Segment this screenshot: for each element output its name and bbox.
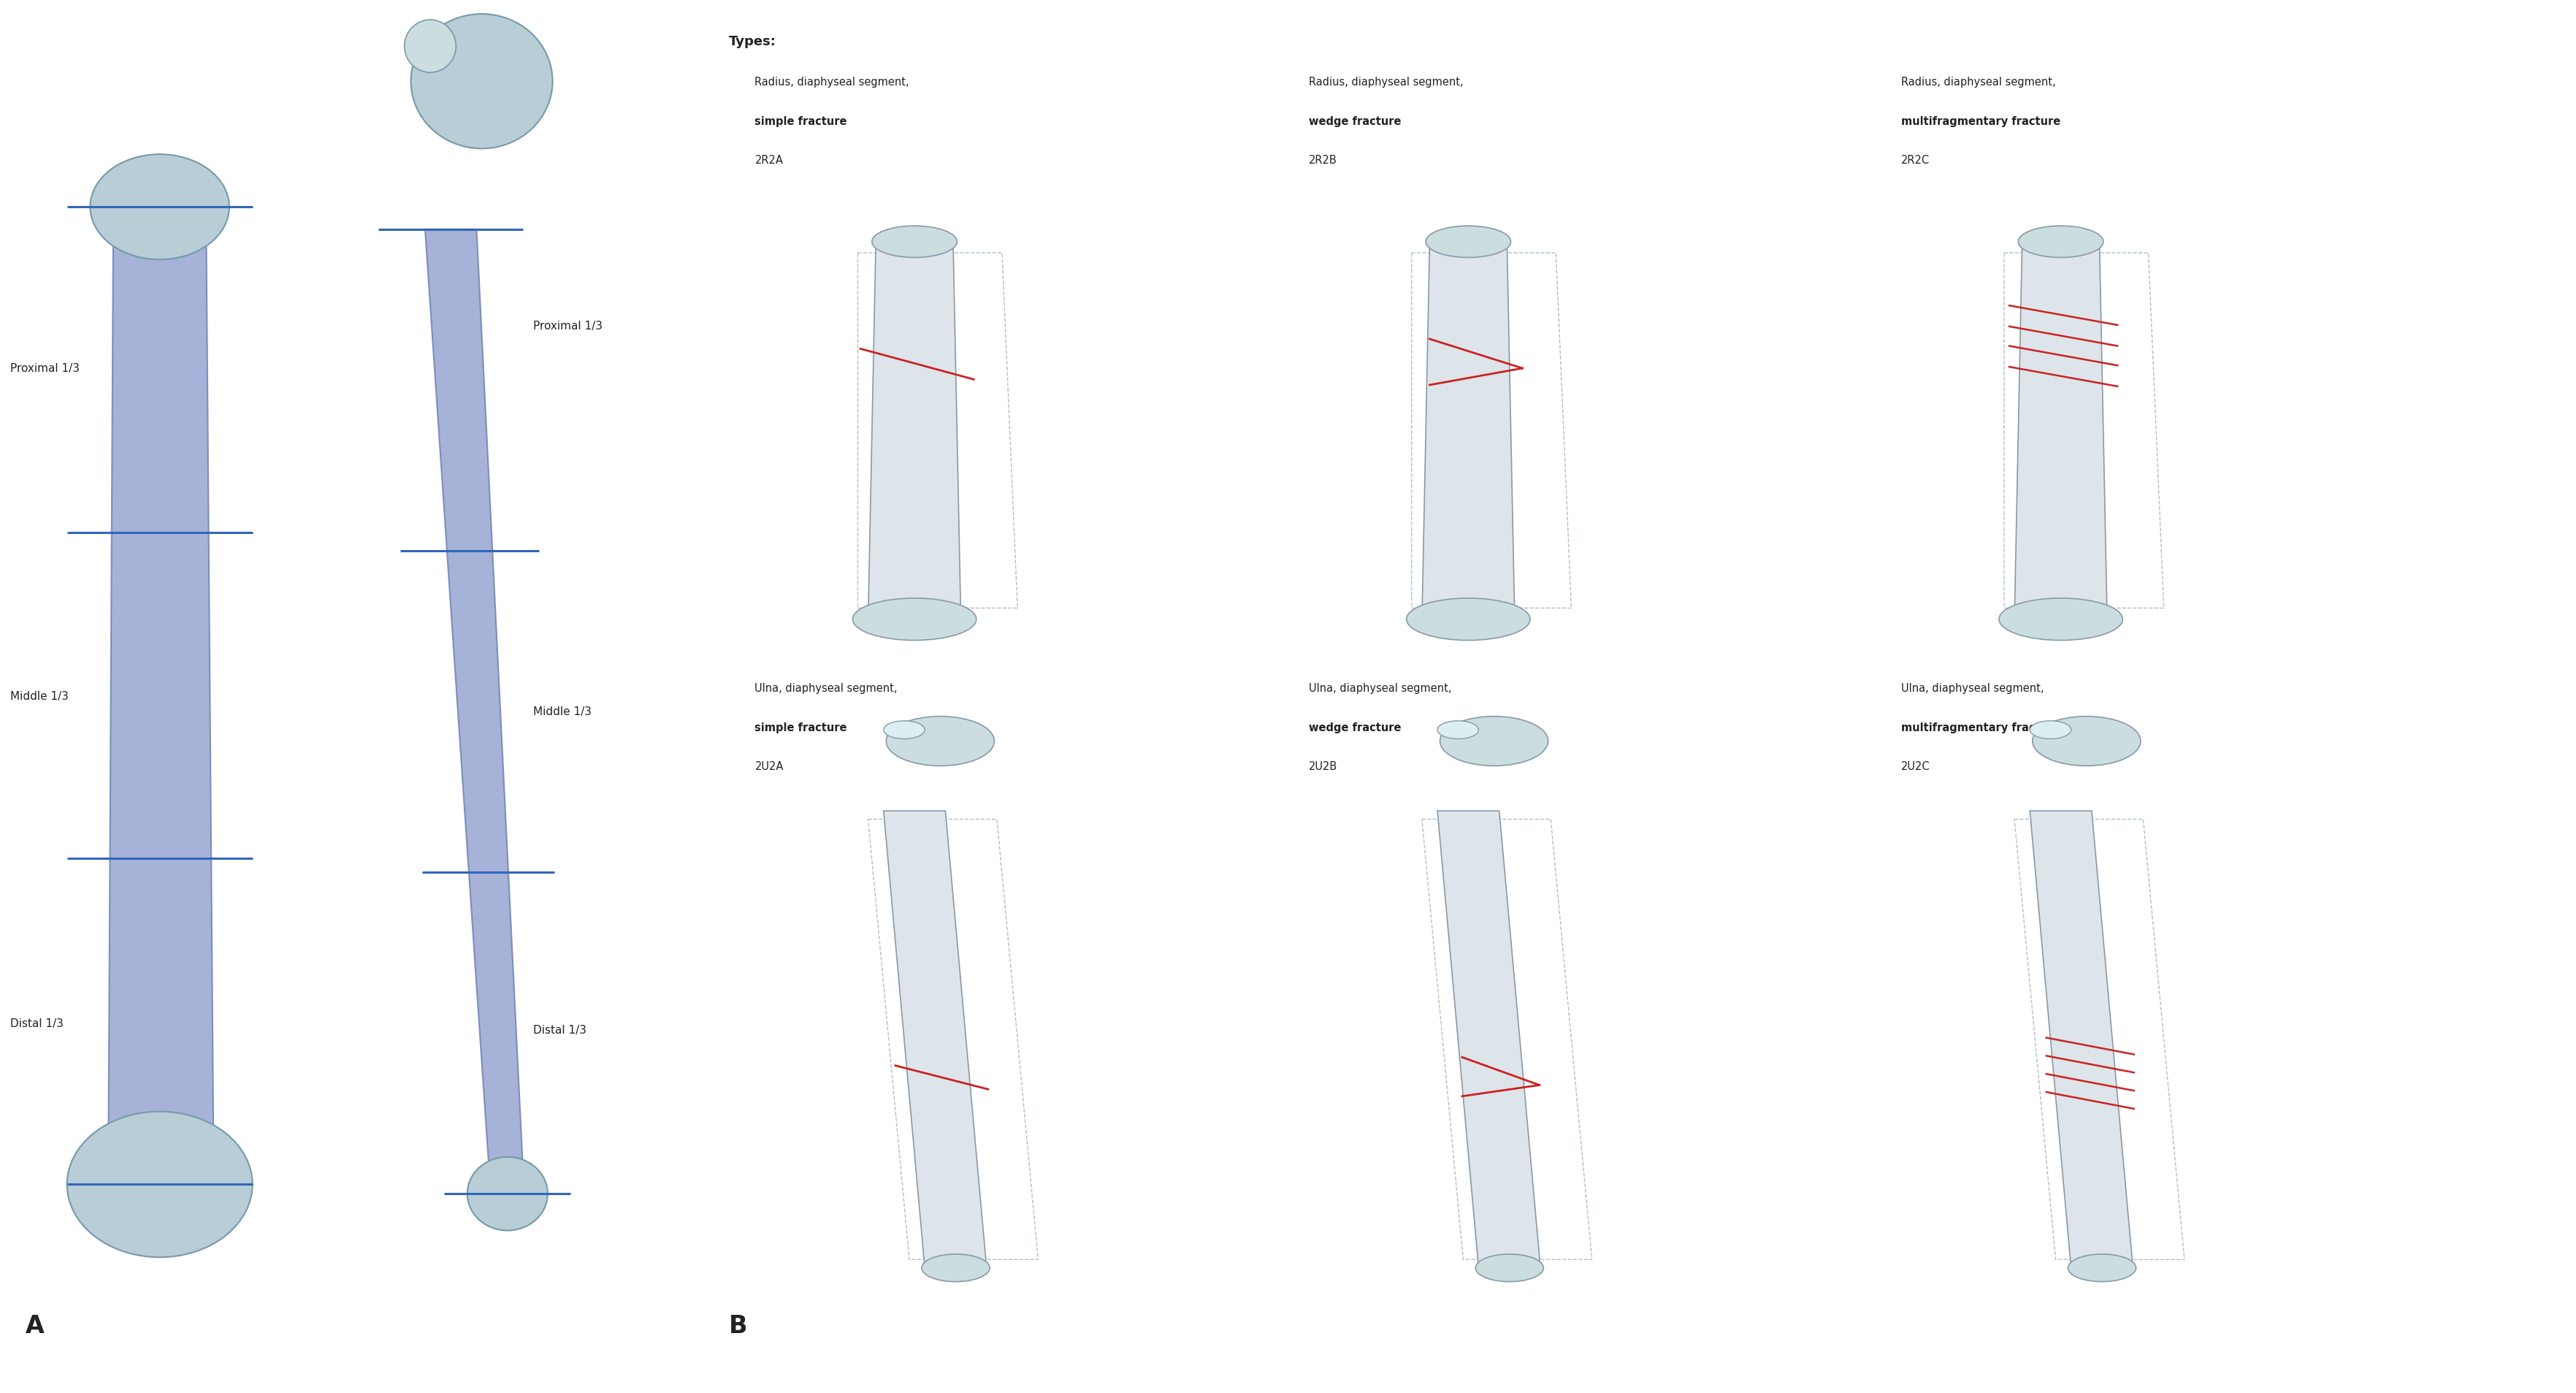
Text: simple fracture: simple fracture xyxy=(755,116,848,127)
Ellipse shape xyxy=(871,227,956,258)
Text: simple fracture: simple fracture xyxy=(755,722,848,733)
Ellipse shape xyxy=(1440,716,1548,766)
Ellipse shape xyxy=(886,716,994,766)
Ellipse shape xyxy=(404,21,456,74)
Text: B: B xyxy=(729,1314,747,1337)
Polygon shape xyxy=(2014,242,2107,620)
Text: Middle 1/3: Middle 1/3 xyxy=(10,691,70,702)
Text: 2U2A: 2U2A xyxy=(755,761,783,772)
Text: Distal 1/3: Distal 1/3 xyxy=(10,1018,64,1029)
Text: multifragmentary fracture: multifragmentary fracture xyxy=(1901,722,2061,733)
Ellipse shape xyxy=(412,14,551,149)
Text: wedge fracture: wedge fracture xyxy=(1309,722,1401,733)
Polygon shape xyxy=(425,230,523,1194)
Ellipse shape xyxy=(1999,599,2123,641)
Text: Ulna, diaphyseal segment,: Ulna, diaphyseal segment, xyxy=(755,683,896,694)
Polygon shape xyxy=(1422,242,1515,620)
Text: Proximal 1/3: Proximal 1/3 xyxy=(533,320,603,332)
Text: 2U2C: 2U2C xyxy=(1901,761,1929,772)
Text: wedge fracture: wedge fracture xyxy=(1309,116,1401,127)
Text: Middle 1/3: Middle 1/3 xyxy=(533,706,592,717)
Ellipse shape xyxy=(466,1158,549,1230)
Ellipse shape xyxy=(1437,722,1479,740)
Ellipse shape xyxy=(2030,722,2071,740)
Text: Ulna, diaphyseal segment,: Ulna, diaphyseal segment, xyxy=(1309,683,1450,694)
Ellipse shape xyxy=(1406,599,1530,641)
Text: Proximal 1/3: Proximal 1/3 xyxy=(10,364,80,375)
Ellipse shape xyxy=(884,722,925,740)
Text: 2R2A: 2R2A xyxy=(755,155,783,166)
Text: A: A xyxy=(26,1314,44,1337)
Text: Radius, diaphyseal segment,: Radius, diaphyseal segment, xyxy=(1309,77,1463,88)
Ellipse shape xyxy=(1425,227,1510,258)
Ellipse shape xyxy=(2032,716,2141,766)
Ellipse shape xyxy=(922,1254,989,1282)
Ellipse shape xyxy=(2020,227,2102,258)
Ellipse shape xyxy=(2069,1254,2136,1282)
Text: Ulna, diaphyseal segment,: Ulna, diaphyseal segment, xyxy=(1901,683,2043,694)
Ellipse shape xyxy=(67,1112,252,1258)
Ellipse shape xyxy=(1476,1254,1543,1282)
Ellipse shape xyxy=(853,599,976,641)
Text: 2U2B: 2U2B xyxy=(1309,761,1337,772)
Text: 2R2B: 2R2B xyxy=(1309,155,1337,166)
Ellipse shape xyxy=(90,155,229,260)
Polygon shape xyxy=(2030,811,2133,1268)
Polygon shape xyxy=(884,811,987,1268)
Polygon shape xyxy=(1437,811,1540,1268)
Text: Types:: Types: xyxy=(729,35,775,47)
Text: Distal 1/3: Distal 1/3 xyxy=(533,1024,587,1035)
Polygon shape xyxy=(868,242,961,620)
Text: Radius, diaphyseal segment,: Radius, diaphyseal segment, xyxy=(755,77,909,88)
Text: 2R2C: 2R2C xyxy=(1901,155,1929,166)
Text: Radius, diaphyseal segment,: Radius, diaphyseal segment, xyxy=(1901,77,2056,88)
Text: multifragmentary fracture: multifragmentary fracture xyxy=(1901,116,2061,127)
Polygon shape xyxy=(108,208,214,1184)
